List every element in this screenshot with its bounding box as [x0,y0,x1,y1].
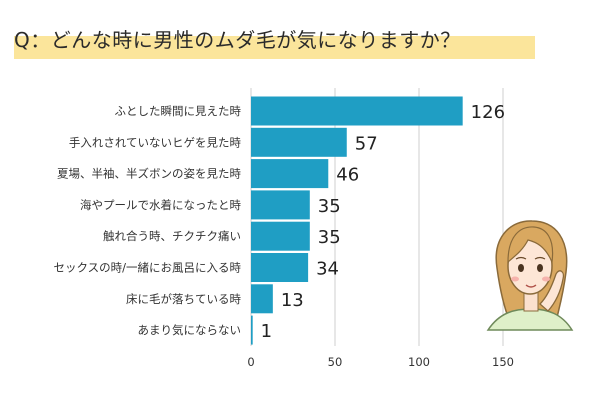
x-tick-label: 150 [492,355,514,369]
data-label: 57 [355,133,378,154]
value-labels: 126 57 46 35 35 34 13 1 [261,102,505,342]
data-label: 35 [318,227,341,248]
bar [251,190,310,220]
category-label: 床に毛が落ちている時 [126,292,241,306]
data-label: 1 [261,321,272,342]
category-label: 夏場、半袖、半ズボンの姿を見た時 [57,167,241,181]
data-label: 13 [281,290,304,311]
data-label: 46 [336,165,359,186]
category-label: ふとした瞬間に見えた時 [115,104,242,118]
category-label: 手入れされていないヒゲを見た時 [69,135,242,149]
bar [251,315,253,345]
data-label: 34 [316,259,339,280]
bars [251,96,463,345]
bar [251,284,273,314]
bar [251,253,309,282]
data-label: 35 [318,196,341,217]
bar [251,159,329,189]
woman-with-hand-on-cheek-icon [486,220,574,331]
category-label: 触れ合う時、チクチク痛い [103,229,241,243]
title-highlight [14,36,535,59]
bar [251,96,463,126]
bar [251,127,347,157]
category-label: 海やプールで水着になったと時 [80,198,241,212]
x-axis-ticks: 0 50 100 150 [247,355,514,369]
x-tick-label: 100 [408,355,430,369]
category-label: セックスの時/一緒にお風呂に入る時 [53,261,241,275]
x-tick-label: 0 [247,355,254,369]
bar [251,221,310,251]
data-label: 126 [471,102,505,123]
category-labels: ふとした瞬間に見えた時手入れされていないヒゲを見た時夏場、半袖、半ズボンの姿を見… [53,104,241,337]
x-tick-label: 50 [328,355,343,369]
category-label: あまり気にならない [138,323,242,337]
chart-title: Q：どんな時に男性のムダ毛が気になりますか？ [14,28,461,52]
